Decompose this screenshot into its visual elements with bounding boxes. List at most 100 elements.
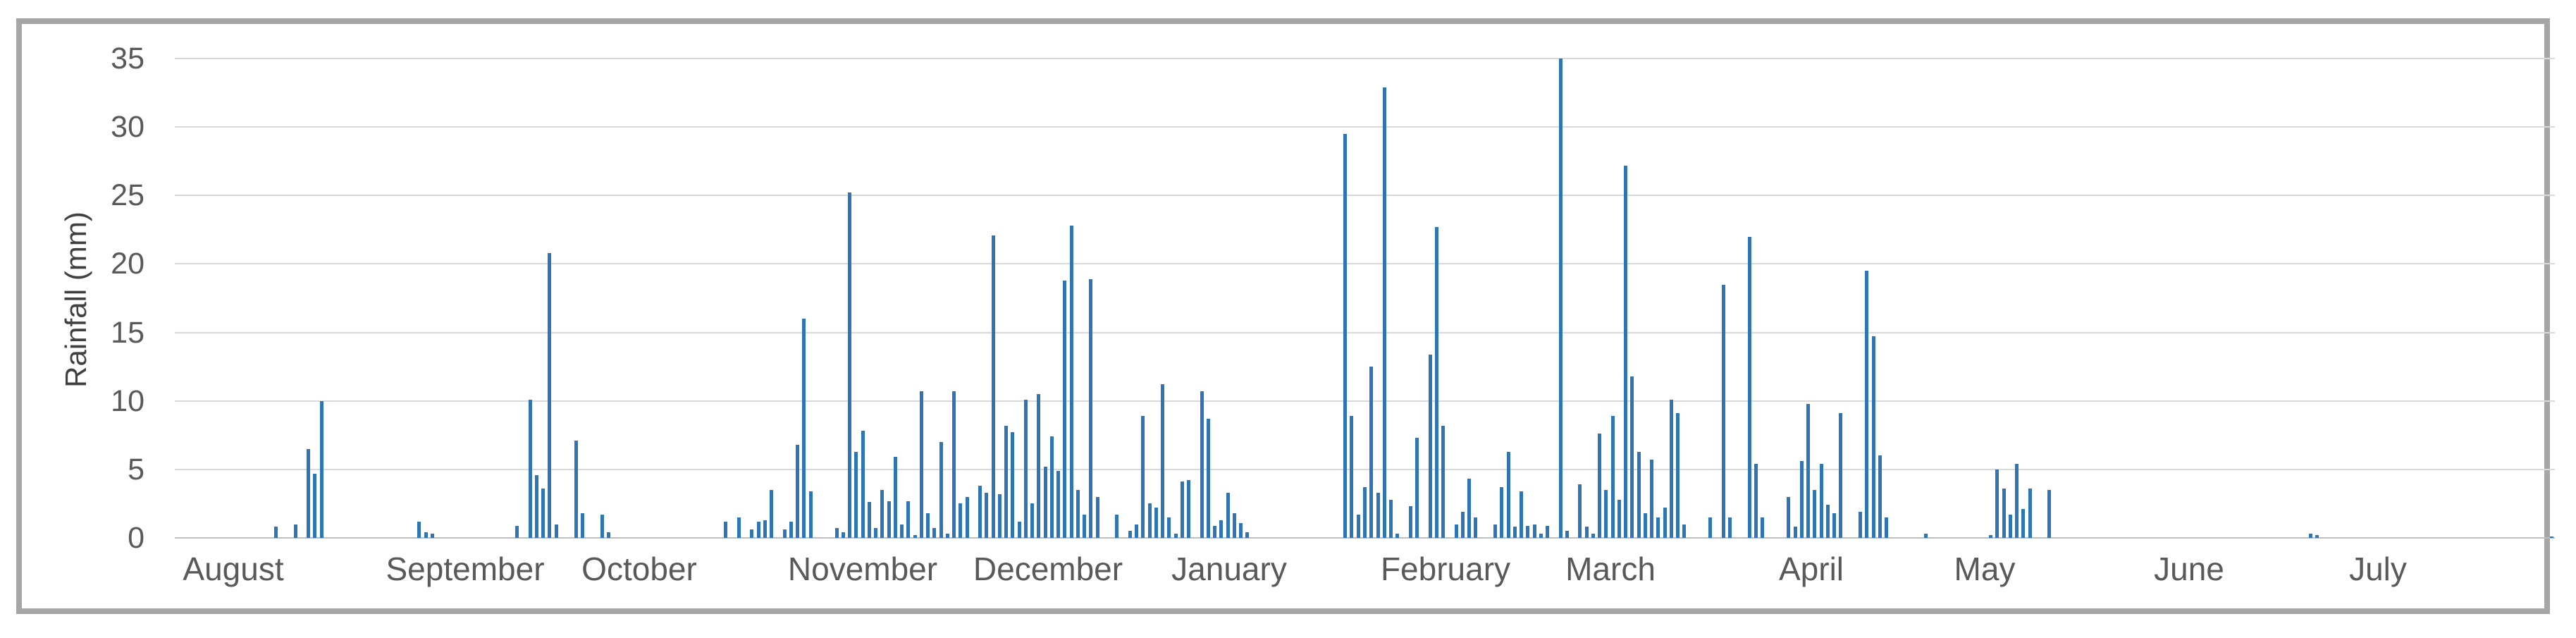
bar	[1565, 531, 1569, 538]
bar	[900, 524, 904, 538]
bar	[1076, 490, 1080, 538]
bar	[1167, 517, 1171, 538]
gridline	[175, 58, 2555, 59]
bar	[1624, 165, 1628, 538]
bar	[417, 521, 421, 538]
gridline	[175, 331, 2555, 333]
bar	[874, 528, 878, 538]
bar	[1063, 280, 1067, 538]
y-tick-label: 25	[111, 178, 144, 213]
bar	[2008, 514, 2012, 538]
bar	[906, 501, 911, 538]
bar	[273, 527, 278, 538]
bar	[1728, 517, 1732, 538]
bar	[574, 441, 578, 538]
bar	[802, 319, 806, 538]
bar	[1591, 534, 1595, 538]
bar	[1512, 527, 1517, 538]
bar	[1532, 524, 1536, 538]
bar	[763, 520, 767, 538]
bar	[867, 502, 871, 538]
bar	[939, 442, 943, 538]
bar	[887, 501, 891, 538]
x-axis-line	[175, 537, 2555, 539]
bar	[1135, 524, 1139, 538]
x-axis-label-march: March	[1565, 551, 1656, 587]
bar	[737, 517, 741, 538]
bar	[1539, 534, 1543, 538]
x-axis-label-june: June	[2154, 551, 2224, 587]
bar	[1200, 391, 1204, 538]
bar	[1434, 226, 1438, 538]
bar	[1865, 271, 1869, 538]
bar	[1859, 512, 1863, 538]
bar	[1506, 451, 1510, 538]
bar	[1017, 521, 1021, 538]
bar	[1637, 451, 1641, 538]
bar	[1441, 425, 1446, 538]
gridline	[175, 263, 2555, 265]
bar	[913, 535, 917, 538]
bar	[1141, 416, 1145, 538]
bar	[1343, 133, 1348, 538]
gridline	[175, 400, 2555, 402]
bar	[1806, 403, 1811, 538]
bar	[808, 491, 813, 538]
bar	[1395, 534, 1400, 538]
bar	[1460, 512, 1465, 538]
bar	[319, 400, 323, 538]
bar	[1467, 479, 1472, 538]
y-tick-label: 5	[128, 452, 144, 486]
y-axis-title-text: Rainfall (mm)	[59, 211, 92, 388]
bar	[1584, 527, 1589, 538]
x-axis-label-november: November	[787, 551, 938, 587]
bar	[2002, 489, 2006, 538]
bar	[893, 457, 897, 538]
bar	[1030, 503, 1035, 538]
bar	[997, 493, 1002, 538]
bar	[1799, 461, 1804, 538]
bar	[1474, 517, 1478, 538]
bar	[1546, 525, 1550, 538]
bar	[1219, 520, 1224, 538]
x-axis-label-december: December	[973, 551, 1123, 587]
bar	[1226, 492, 1230, 538]
x-axis-label-september: September	[386, 551, 545, 587]
bar	[1376, 492, 1380, 538]
bar	[1173, 534, 1178, 538]
y-tick-label: 20	[111, 247, 144, 281]
bar	[430, 534, 434, 538]
bar	[1604, 490, 1608, 538]
bar	[985, 492, 989, 538]
gridline	[175, 126, 2555, 128]
x-axis-label-august: August	[183, 551, 284, 587]
bar	[1721, 284, 1725, 538]
bar	[2315, 535, 2319, 538]
bar	[1023, 399, 1028, 538]
bar	[1839, 413, 1843, 538]
bar	[1363, 487, 1367, 538]
bar	[1578, 484, 1582, 538]
bar	[1382, 87, 1386, 538]
bar	[1761, 517, 1765, 538]
bar	[1650, 460, 1654, 538]
bar	[1187, 480, 1191, 538]
bar	[1389, 499, 1393, 538]
bar	[1206, 418, 1210, 538]
bar	[1043, 466, 1047, 538]
bar	[965, 496, 969, 538]
bar	[293, 524, 297, 538]
bar	[1617, 499, 1621, 538]
bar	[1011, 432, 1015, 538]
bar	[1676, 413, 1680, 538]
bar	[1793, 527, 1797, 538]
bar	[2549, 536, 2553, 538]
bar	[770, 490, 774, 538]
bar	[861, 431, 865, 538]
x-axis-label-july: July	[2349, 551, 2407, 587]
bar	[1558, 59, 1563, 538]
y-tick-label: 30	[111, 110, 144, 145]
bar	[756, 521, 760, 538]
x-axis-label-january: January	[1171, 551, 1287, 587]
